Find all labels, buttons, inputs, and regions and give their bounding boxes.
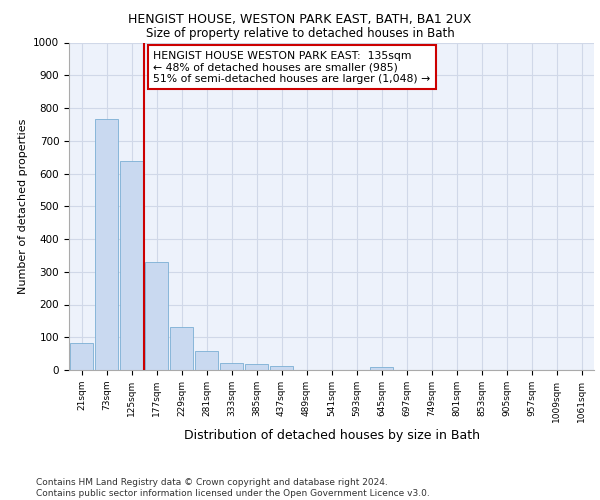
Bar — [220, 363, 243, 370]
Bar — [170, 328, 193, 370]
Bar — [95, 120, 118, 370]
Text: HENGIST HOUSE WESTON PARK EAST:  135sqm
← 48% of detached houses are smaller (98: HENGIST HOUSE WESTON PARK EAST: 135sqm ←… — [153, 50, 430, 84]
Text: Contains HM Land Registry data © Crown copyright and database right 2024.
Contai: Contains HM Land Registry data © Crown c… — [36, 478, 430, 498]
Bar — [120, 161, 143, 370]
Bar — [245, 364, 268, 370]
Text: HENGIST HOUSE, WESTON PARK EAST, BATH, BA1 2UX: HENGIST HOUSE, WESTON PARK EAST, BATH, B… — [128, 12, 472, 26]
Bar — [70, 343, 93, 370]
Bar — [370, 366, 393, 370]
Bar — [270, 366, 293, 370]
Y-axis label: Number of detached properties: Number of detached properties — [17, 118, 28, 294]
Bar — [145, 262, 168, 370]
Text: Size of property relative to detached houses in Bath: Size of property relative to detached ho… — [146, 28, 454, 40]
X-axis label: Distribution of detached houses by size in Bath: Distribution of detached houses by size … — [184, 429, 479, 442]
Bar — [195, 351, 218, 370]
